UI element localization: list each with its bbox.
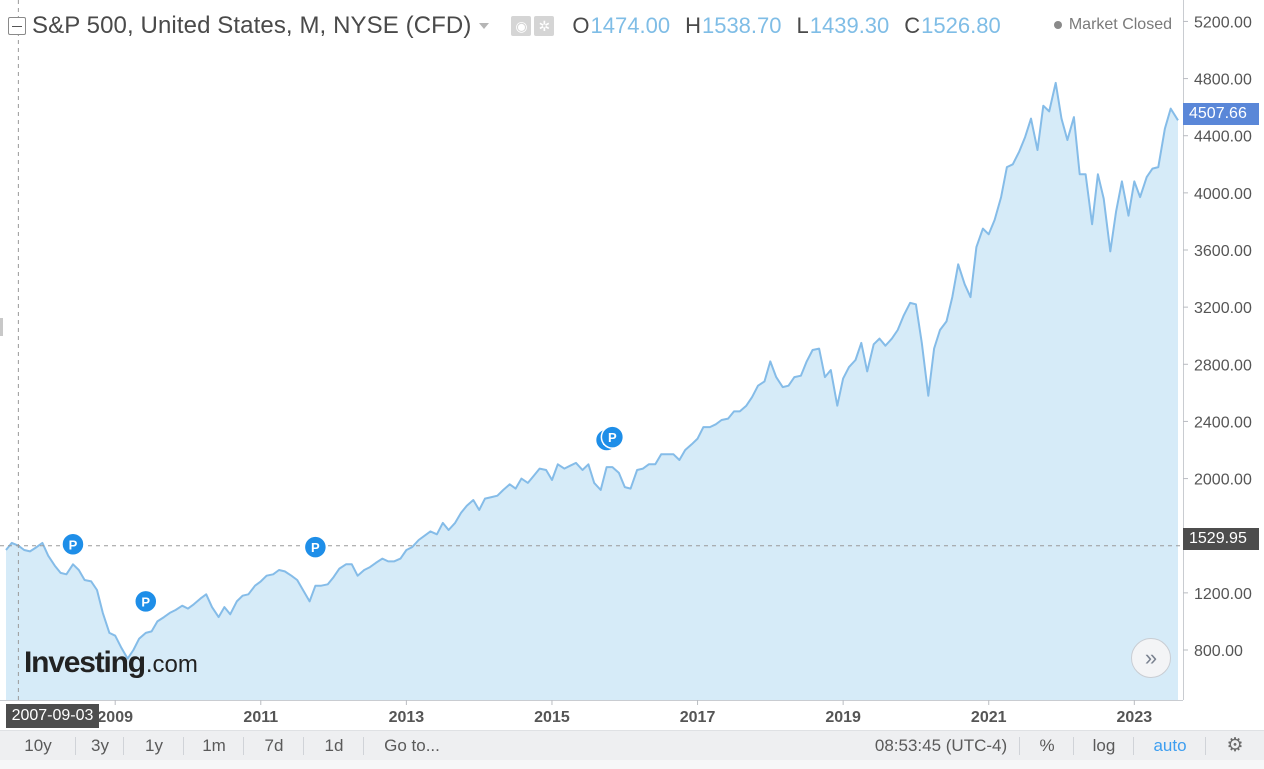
low-key: L [796, 13, 809, 38]
event-marker-circle[interactable] [61, 532, 85, 557]
marker-layer[interactable]: PPPPP [61, 425, 625, 614]
investing-logo: Investing .com [24, 646, 198, 680]
x-tick-label: 2017 [680, 709, 716, 726]
close-key: C [904, 13, 921, 38]
event-marker-circle[interactable] [303, 535, 328, 559]
chevron-down-icon[interactable] [479, 23, 490, 29]
auto-scale-toggle[interactable]: auto [1134, 731, 1206, 761]
y-tick-label: 2400.00 [1194, 414, 1252, 431]
crosshair-price-label: 1529.95 [1183, 528, 1259, 550]
last-price-label: 4507.66 [1183, 103, 1259, 125]
x-tick-label: 2021 [971, 709, 1007, 726]
ohlc-values: O 1474.00 H 1538.70 L 1439.30 C 1526.80 [572, 13, 1000, 39]
price-chart[interactable]: PPPPP 800.001200.001600.002000.002400.00… [0, 0, 1264, 730]
collapse-icon[interactable] [8, 17, 26, 35]
goto-button[interactable]: Go to... [384, 735, 440, 755]
gear-icon[interactable]: ✲ [534, 16, 555, 36]
timeframe-1y[interactable]: 1y [124, 731, 184, 761]
x-tick-label: 2015 [534, 709, 570, 726]
x-tick-label: 2019 [825, 709, 861, 726]
x-tick-label: 2009 [97, 709, 133, 726]
clock[interactable]: 08:53:45 (UTC-4) [862, 731, 1020, 761]
high-value: 1538.70 [701, 13, 782, 38]
y-tick-label: 2000.00 [1194, 472, 1252, 489]
logo-tld: .com [145, 651, 198, 678]
y-tick-label: 4400.00 [1194, 129, 1252, 146]
resize-handle[interactable] [0, 318, 3, 336]
open-key: O [572, 13, 590, 38]
x-tick-label: 2023 [1117, 709, 1153, 726]
y-tick-label: 3200.00 [1194, 300, 1252, 317]
scroll-to-realtime-button[interactable]: » [1131, 638, 1171, 678]
event-marker-label: P [69, 537, 78, 552]
series-line [5, 81, 1179, 660]
timeframe-1m[interactable]: 1m [184, 731, 244, 761]
event-marker[interactable]: P [134, 589, 158, 614]
event-marker-label: P [311, 540, 320, 555]
bottom-strip [0, 760, 1264, 769]
percent-scale-toggle[interactable]: % [1020, 731, 1074, 761]
low-value: 1439.30 [809, 13, 890, 38]
event-marker[interactable]: P [61, 532, 85, 557]
timeframe-7d[interactable]: 7d [244, 731, 304, 761]
timeframe-10y[interactable]: 10y [0, 731, 76, 761]
chart-header: S&P 500, United States, M, NYSE (CFD) ◉ … [8, 10, 1001, 42]
event-marker-circle[interactable] [134, 589, 158, 614]
timeframe-1d[interactable]: 1d [304, 731, 364, 761]
open-value: 1474.00 [590, 13, 671, 38]
log-scale-toggle[interactable]: log [1074, 731, 1134, 761]
symbol-title[interactable]: S&P 500, United States, M, NYSE (CFD) [32, 12, 472, 39]
x-tick-label: 2013 [389, 709, 425, 726]
y-tick-label: 2800.00 [1194, 357, 1252, 374]
event-marker-label: P [141, 594, 150, 609]
y-tick-label: 800.00 [1194, 643, 1243, 660]
market-status: Market Closed [1053, 16, 1172, 34]
crosshair-date-label: 2007-09-03 [6, 704, 99, 728]
y-tick-label: 3600.00 [1194, 243, 1252, 260]
event-marker[interactable]: P [303, 535, 328, 559]
high-key: H [685, 13, 701, 38]
y-tick-label: 5200.00 [1194, 14, 1252, 31]
area-layer [5, 81, 1179, 700]
x-tick-label: 2011 [243, 709, 278, 726]
crosshair [0, 0, 1183, 700]
gear-icon[interactable]: ⚙ [1226, 734, 1244, 756]
series-area-fill [6, 82, 1178, 700]
x-axis[interactable]: 2009 2011 2013 2015 2017 2019 2021 2023 [97, 700, 1152, 726]
event-marker-label: P [608, 430, 617, 445]
close-value: 1526.80 [921, 13, 1001, 38]
market-status-text: Market Closed [1068, 16, 1172, 33]
logo-main: Investing [24, 646, 146, 679]
eye-icon[interactable]: ◉ [511, 16, 532, 36]
timeframe-3y[interactable]: 3y [76, 731, 124, 761]
y-tick-label: 4800.00 [1194, 72, 1252, 89]
bottom-toolbar: 10y 3y 1y 1m 7d 1d Go to... 08:53:45 (UT… [0, 730, 1264, 760]
status-dot-icon [1053, 21, 1062, 29]
y-tick-label: 4000.00 [1194, 186, 1252, 203]
y-tick-label: 1200.00 [1194, 586, 1252, 603]
event-marker[interactable]: P [600, 425, 625, 449]
event-marker-circle[interactable] [600, 425, 625, 449]
